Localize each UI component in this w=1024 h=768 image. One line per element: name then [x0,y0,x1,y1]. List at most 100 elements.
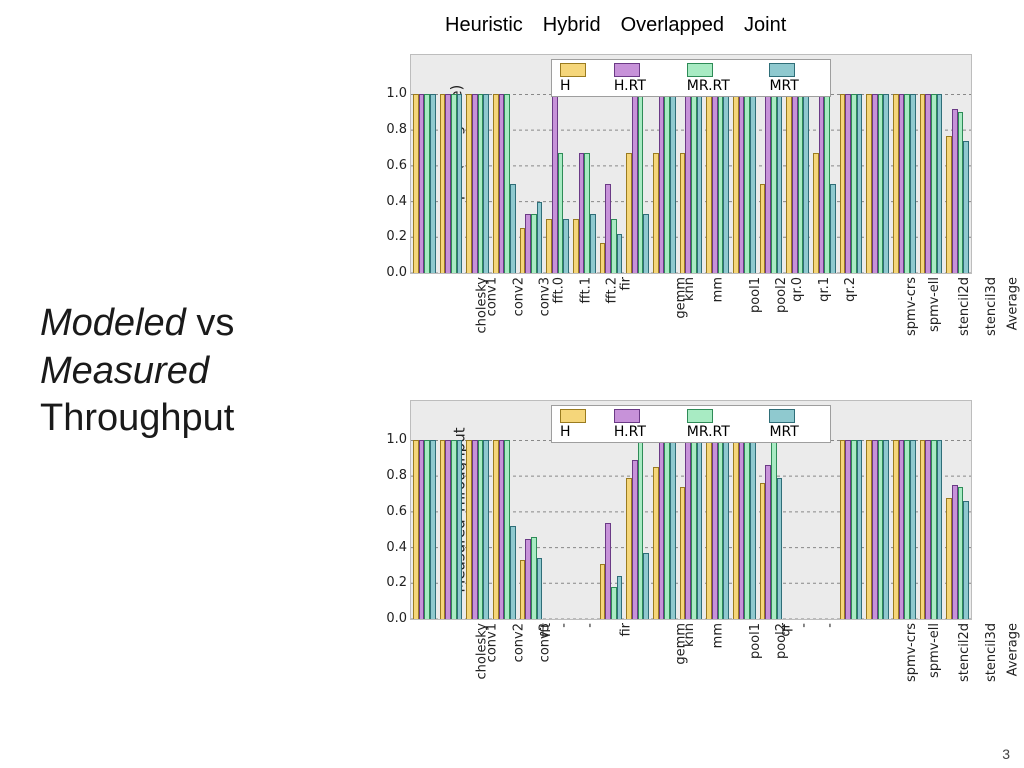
x-tick-label: conv1 [484,623,499,662]
x-tick-label: spmv-ell [927,623,942,678]
bar [563,219,569,273]
legend-item: H [560,408,596,440]
legend-item: H.RT [614,408,669,440]
y-tick-label: 0.2 [377,229,407,244]
x-tick-label: conv2 [511,623,526,662]
legend-swatch [614,63,640,77]
bar [430,440,436,619]
legend-item: MRT [769,408,822,440]
bar [670,440,676,619]
x-tick-label: pool2 [774,277,789,313]
bar [643,553,649,619]
x-tick-label: knn [682,277,697,301]
bar [857,94,863,273]
x-tick-label: - [556,623,571,628]
slide: Modeled vs Measured Throughput Heuristic… [0,0,1024,768]
y-tick-label: 0.4 [377,540,407,555]
y-tick-label: 0.0 [377,611,407,626]
y-tick-label: 1.0 [377,86,407,101]
x-tick-label: - [823,623,838,628]
bar [963,501,969,619]
legend-item: H [560,62,596,94]
bar [617,576,623,619]
bar [430,94,436,273]
legend-label: MR.RT [687,78,730,94]
series-header-labels: Heuristic Hybrid Overlapped Joint [445,14,975,37]
bar [857,440,863,619]
header-label: Joint [744,14,786,37]
x-tick-label: knn [682,623,697,647]
bar [910,440,916,619]
x-tick-label: mm [710,277,725,302]
bar [777,94,783,273]
legend-swatch [614,409,640,423]
bar [883,94,889,273]
x-tick-label: fft.1 [578,277,593,303]
legend-label: H.RT [614,78,646,94]
chart-legend: H H.RT MR.RT MRT [551,405,831,443]
x-tick-label: mm [710,623,725,648]
x-tick-label: fir [619,623,634,637]
y-tick-label: 0.6 [377,158,407,173]
x-tick-label: fir [619,277,634,291]
legend-swatch [687,63,713,77]
modeled-throughput-chart: Throuput (firing rate) 0.00.20.40.60.81.… [410,54,972,274]
legend-item: MR.RT [687,62,752,94]
title-word-modeled: Modeled [40,302,186,344]
x-tick-label: spmv-crs [904,277,919,336]
y-tick-label: 0.4 [377,194,407,209]
bar [510,526,516,619]
bar [697,440,703,619]
bar [617,234,623,273]
bar [670,94,676,273]
bar [937,440,943,619]
x-tick-label: stencil3d [984,277,999,336]
y-tick-label: 1.0 [377,432,407,447]
x-tick-label: pool1 [748,623,763,659]
title-word-measured: Measured [40,348,234,396]
title-word-vs: vs [186,302,235,344]
x-tick-label: conv1 [484,277,499,316]
legend-label: MRT [769,424,798,440]
bar [483,94,489,273]
bar [457,94,463,273]
bar [750,94,756,273]
bar [830,184,836,273]
x-tick-label: - [583,623,598,628]
legend-item: H.RT [614,62,669,94]
bar [483,440,489,619]
y-tick-label: 0.8 [377,122,407,137]
bar [723,94,729,273]
legend-swatch [769,409,795,423]
legend-label: H [560,424,571,440]
x-tick-label: spmv-crs [904,623,919,682]
legend-item: MR.RT [687,408,752,440]
y-tick-label: 0.8 [377,468,407,483]
legend-swatch [560,409,586,423]
x-tick-label: qr.0 [790,277,805,302]
page-number: 3 [1002,746,1010,762]
bar [883,440,889,619]
bar [750,440,756,619]
x-tick-label: conv2 [511,277,526,316]
legend-label: H [560,78,571,94]
x-tick-label: fft [539,623,554,637]
legend-item: MRT [769,62,822,94]
legend-swatch [769,63,795,77]
x-tick-label: fft.0 [551,277,566,303]
y-tick-label: 0.6 [377,504,407,519]
bar [937,94,943,273]
header-label: Overlapped [621,14,724,37]
legend-label: MR.RT [687,424,730,440]
chart-legend: H H.RT MR.RT MRT [551,59,831,97]
bar [803,94,809,273]
bar [510,184,516,273]
x-tick-label: qr.2 [843,277,858,302]
x-tick-label: stencil2d [957,623,972,682]
x-tick-label: fft.2 [605,277,620,303]
x-tick-label: pool1 [748,277,763,313]
x-tick-label: qr.1 [816,277,831,302]
bar [537,202,543,273]
bar [723,440,729,619]
bar [457,440,463,619]
